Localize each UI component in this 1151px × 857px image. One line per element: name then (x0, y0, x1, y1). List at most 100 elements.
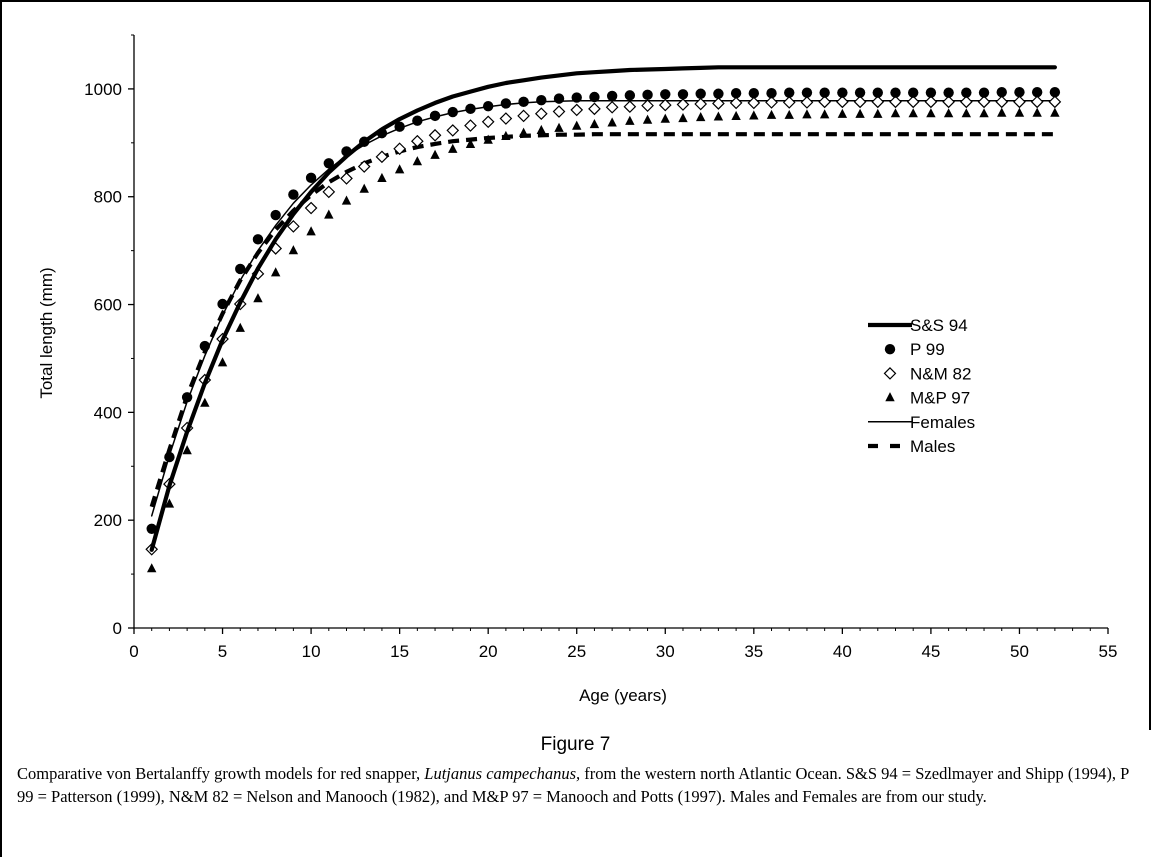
data-point (837, 108, 848, 118)
data-point (181, 392, 193, 403)
data-point (943, 87, 954, 98)
data-point (819, 87, 830, 98)
data-point (323, 158, 334, 169)
figure-caption: Comparative von Bertalanffy growth model… (17, 762, 1137, 808)
data-point (800, 96, 814, 109)
series-females (150, 100, 1056, 517)
data-point (908, 108, 918, 118)
data-point (660, 89, 671, 100)
data-point (199, 340, 211, 352)
data-point (694, 97, 708, 111)
data-point (765, 96, 778, 109)
data-point (978, 87, 990, 98)
data-point (766, 109, 777, 119)
data-point (394, 164, 405, 174)
y-axis-label: Total length (mm) (37, 267, 56, 398)
data-point (961, 108, 972, 118)
data-point (818, 95, 832, 109)
series-line (150, 100, 1056, 517)
data-point (252, 234, 264, 245)
x-tick-label: 40 (833, 642, 852, 661)
data-point (713, 111, 724, 121)
series-line (149, 65, 1058, 552)
legend-entry: Males (868, 437, 955, 456)
data-point (288, 189, 299, 200)
data-point (695, 111, 706, 122)
data-point (324, 209, 334, 219)
data-point (979, 108, 989, 118)
data-point (695, 88, 706, 99)
data-point (270, 209, 281, 221)
data-point (1048, 95, 1062, 109)
data-point (872, 87, 883, 98)
data-point (1049, 86, 1061, 98)
data-point (995, 95, 1009, 109)
y-tick-label: 400 (94, 403, 122, 422)
data-point (571, 92, 582, 103)
y-tick-label: 0 (113, 619, 122, 638)
chart-series (145, 65, 1062, 573)
data-point (304, 201, 318, 215)
data-point (782, 96, 796, 109)
data-point (854, 87, 866, 98)
data-point (147, 563, 157, 573)
data-point (731, 110, 741, 121)
x-tick-label: 20 (479, 642, 498, 661)
data-point (855, 108, 865, 118)
legend-entry: N&M 82 (883, 364, 971, 383)
data-point (642, 89, 653, 101)
data-point (625, 115, 635, 125)
data-point (517, 109, 530, 123)
data-point (1014, 86, 1025, 98)
data-point (446, 124, 460, 137)
y-tick-label: 600 (94, 296, 122, 315)
legend-swatch (884, 344, 896, 355)
data-point (570, 103, 584, 117)
data-point (306, 226, 316, 236)
data-point (1031, 86, 1043, 98)
data-point (536, 124, 547, 135)
data-point (784, 109, 794, 119)
legend-entry: P 99 (884, 340, 945, 359)
caption-species: Lutjanus campechanus, (424, 764, 581, 783)
data-point (853, 95, 867, 109)
data-point (802, 109, 812, 119)
data-point (926, 108, 936, 118)
x-tick-label: 15 (390, 642, 409, 661)
data-point (606, 90, 618, 102)
series-s-s-94 (149, 65, 1058, 552)
x-tick-label: 10 (302, 642, 321, 661)
data-point (217, 298, 228, 310)
data-point (554, 122, 564, 132)
data-point (200, 397, 210, 407)
data-point (465, 103, 476, 115)
data-point (589, 118, 600, 129)
data-point (253, 293, 263, 303)
legend-entry: Females (868, 413, 975, 432)
data-point (997, 107, 1007, 117)
legend-label: M&P 97 (910, 389, 970, 408)
data-point (235, 263, 246, 275)
y-tick-label: 800 (94, 188, 122, 207)
data-point (340, 172, 353, 185)
data-point (182, 445, 192, 455)
data-point (676, 98, 690, 111)
data-point (164, 451, 175, 463)
data-point (518, 96, 529, 108)
data-point (447, 106, 458, 118)
data-point (819, 109, 830, 119)
legend-label: S&S 94 (910, 316, 968, 335)
data-point (660, 113, 670, 123)
chart-axes: 0 5 10 15 20 25 30 35 40 45 50 55 0 200 400 600 800 1000 (84, 34, 1117, 661)
data-point (235, 322, 245, 332)
data-point (482, 100, 494, 112)
data-point (605, 100, 619, 114)
series-m-p-97 (147, 107, 1060, 573)
data-point (341, 195, 352, 205)
data-point (784, 87, 795, 98)
data-point (464, 119, 477, 132)
legend-entry: S&S 94 (868, 316, 968, 335)
caption-rest: from the western north Atlantic Ocean. S… (17, 764, 1129, 806)
data-point (481, 115, 495, 129)
